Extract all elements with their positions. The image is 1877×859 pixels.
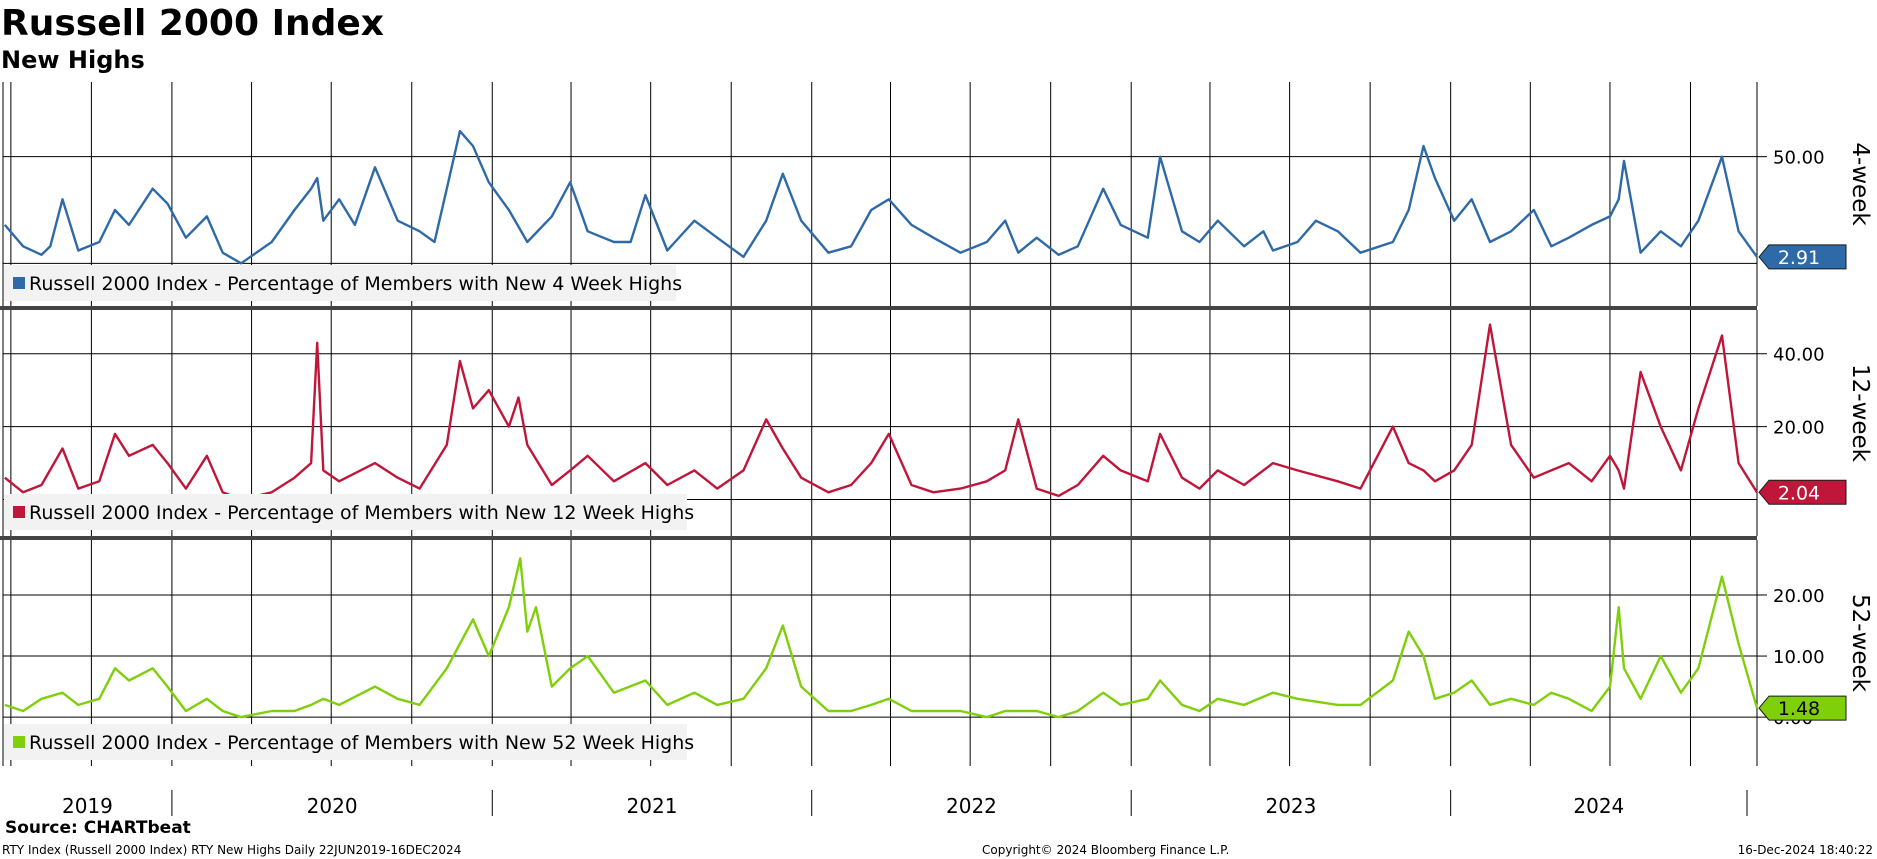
source-note: Source: CHARTbeat [5,818,191,838]
legend-label: Russell 2000 Index - Percentage of Membe… [29,732,694,754]
panel-label: 4-week [1847,142,1873,226]
y-tick-label: 40.00 [1773,345,1825,366]
legend-box [4,494,687,530]
y-tick-label: 10.00 [1773,647,1825,668]
legend-swatch [13,506,25,518]
panel-4-week: 50.00 Russell 2000 Index - Percentage of … [2,82,1873,306]
series-line-12-week [4,323,1759,501]
last-value-tag: 1.48 [1758,695,1847,721]
chart-subtitle: New Highs [1,46,145,74]
legend-label: Russell 2000 Index - Percentage of Membe… [29,502,694,524]
last-value-text: 2.91 [1778,247,1820,269]
y-tick-label: 20.00 [1773,586,1825,607]
last-value-text: 2.04 [1778,482,1820,504]
series-line-4-week [3,129,1758,265]
x-year-label: 2020 [307,794,358,818]
legend-box [4,724,687,760]
legend-box [4,265,676,301]
last-value-badge [1758,695,1847,721]
footer-copyright: Copyright© 2024 Bloomberg Finance L.P. [982,843,1230,857]
legend-swatch [13,736,25,748]
last-value-tag: 2.04 [1758,479,1847,505]
x-year-label: 2024 [1573,794,1624,818]
y-tick-label: 20.00 [1773,418,1825,439]
y-tick-label: 50.00 [1773,148,1825,169]
x-year-label: 2023 [1265,794,1316,818]
footer-timestamp: 16-Dec-2024 18:40:22 [1737,843,1873,857]
panel-separator [0,536,1757,540]
x-year-label: 2019 [62,794,113,818]
last-value-badge [1758,479,1847,505]
x-year-label: 2021 [627,794,678,818]
panel-label: 52-week [1847,594,1873,693]
chart-title: Russell 2000 Index [1,3,384,44]
last-value-badge [1758,244,1847,270]
chart-area: 50.00 Russell 2000 Index - Percentage of … [0,82,1873,818]
legend-label: Russell 2000 Index - Percentage of Membe… [29,273,682,295]
legend-swatch [13,277,25,289]
series-line-52-week [4,557,1759,719]
panel-separator [0,306,1757,310]
last-value-tag: 2.91 [1758,244,1847,270]
footer-ticker-info: RTY Index (Russell 2000 Index) RTY New H… [2,843,462,857]
panel-12-week: 40.00 20.00 Russell 2000 Index - Percentag… [2,310,1873,536]
panel-label: 12-week [1847,364,1873,463]
x-year-label: 2022 [946,794,997,818]
last-value-text: 1.48 [1778,698,1820,720]
